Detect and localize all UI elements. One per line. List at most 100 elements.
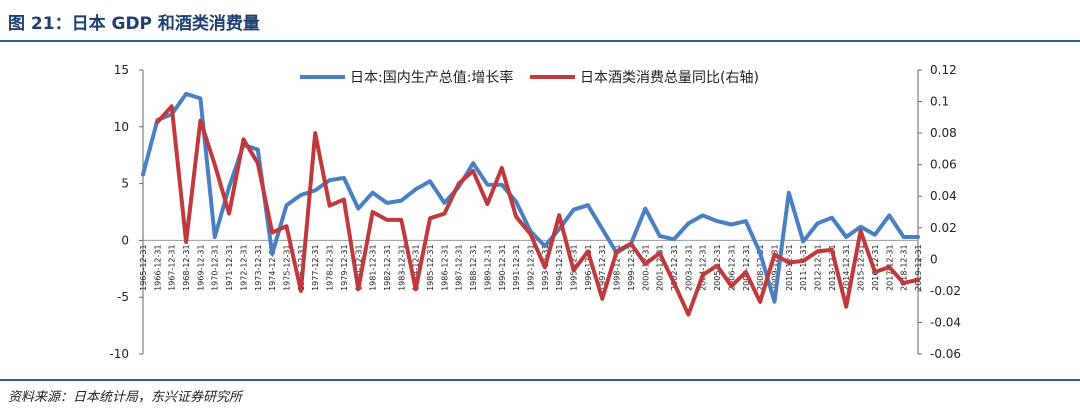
alcohol-point: [730, 285, 732, 287]
gdp-point: [759, 252, 761, 254]
gdp-point: [372, 192, 374, 194]
alcohol-point: [199, 120, 201, 121]
alcohol-point: [415, 288, 417, 290]
alcohol-point: [257, 162, 259, 164]
x-tick-label: 2015-12-31: [857, 244, 866, 291]
gdp-point: [687, 222, 689, 224]
source-note: 资料来源：日本统计局，东兴证券研究所: [8, 390, 243, 405]
x-tick-label: 1999-12-31: [627, 244, 636, 291]
alcohol-point: [271, 232, 273, 233]
x-tick-label: 1983-12-31: [397, 244, 406, 291]
gdp-point: [644, 208, 646, 210]
alcohol-point: [759, 301, 761, 303]
gdp-point: [501, 184, 503, 186]
gdp-point: [300, 194, 302, 196]
x-tick-label: 1986-12-31: [440, 244, 449, 291]
legend-alcohol-label: 日本酒类消费总量同比(右轴): [580, 70, 759, 86]
x-tick-label: 1977-12-31: [311, 244, 320, 291]
gdp-point: [716, 220, 718, 222]
gdp-point: [817, 222, 818, 224]
alcohol-point: [286, 225, 287, 227]
alcohol-point: [716, 265, 718, 267]
gdp-point: [386, 202, 388, 204]
gdp-point: [774, 301, 775, 303]
x-tick-label: 2014-12-31: [842, 244, 851, 291]
gdp-point: [788, 192, 790, 194]
x-tick-label: 1989-12-31: [483, 244, 492, 291]
x-tick-label: 1972-12-31: [239, 244, 248, 290]
right-tick-label: 0.08: [930, 126, 957, 140]
right-tick-label: 0: [930, 252, 938, 266]
gdp-point: [271, 253, 273, 255]
alcohol-point: [329, 205, 331, 207]
alcohol-point: [501, 167, 503, 169]
alcohol-point: [673, 282, 675, 284]
x-tick-label: 2008-12-31: [756, 244, 765, 291]
alcohol-point: [788, 262, 790, 263]
gdp-point: [515, 201, 517, 203]
gdp-point: [257, 149, 259, 150]
alcohol-point: [817, 250, 818, 252]
x-tick-label: 2013-12-31: [828, 244, 837, 291]
gdp-point: [357, 208, 359, 210]
gdp-point: [329, 179, 331, 181]
alcohol-point: [458, 183, 460, 185]
alcohol-point: [185, 241, 187, 243]
gdp-point: [343, 177, 345, 179]
x-tick-label: 1974-12-31: [268, 244, 277, 291]
left-tick-label: 15: [114, 63, 129, 77]
gdp-point: [587, 204, 589, 206]
alcohol-point: [443, 213, 445, 215]
gdp-point: [486, 184, 488, 186]
gdp-point: [429, 180, 431, 182]
gdp-point: [415, 188, 417, 190]
x-tick-label: 1997-12-31: [598, 244, 607, 291]
x-tick-label: 1990-12-31: [498, 244, 507, 291]
alcohol-point: [903, 282, 905, 284]
gdp-point: [142, 174, 144, 175]
alcohol-point: [171, 105, 173, 107]
right-tick-label: 0.1: [930, 95, 949, 109]
alcohol-point: [616, 250, 618, 252]
x-tick-label: 1975-12-31: [283, 244, 292, 291]
gdp-point: [544, 245, 546, 247]
alcohol-point: [659, 252, 661, 254]
x-tick-label: 1987-12-31: [455, 244, 464, 291]
x-tick-label: 1988-12-31: [469, 244, 478, 291]
alcohol-point: [386, 219, 388, 221]
x-tick-label: 1979-12-31: [340, 244, 349, 291]
alcohol-point: [372, 211, 374, 213]
left-tick-label: 10: [114, 120, 129, 134]
left-tick-label: -10: [109, 347, 129, 361]
alcohol-point: [486, 203, 488, 205]
bottom-rule: [0, 379, 1080, 381]
x-tick-label: 1984-12-31: [412, 244, 421, 291]
x-tick-label: 1966-12-31: [153, 244, 162, 291]
gdp-point: [730, 224, 732, 225]
alcohol-point: [774, 254, 775, 256]
x-tick-label: 2001-12-31: [656, 244, 665, 291]
alcohol-point: [558, 214, 560, 216]
x-tick-label: 2000-12-31: [641, 244, 650, 291]
series-line-alcohol: [155, 104, 920, 317]
gdp-point: [917, 236, 919, 238]
alcohol-point: [802, 260, 804, 262]
gdp-point: [888, 214, 890, 216]
right-tick-label: 0.02: [930, 221, 957, 235]
alcohol-point: [860, 230, 862, 232]
gdp-point: [745, 220, 747, 222]
x-tick-label: 2004-12-31: [699, 244, 708, 291]
alcohol-point: [544, 266, 546, 268]
gdp-point: [702, 214, 704, 216]
x-tick-label: 2009-12-31: [770, 244, 779, 291]
alcohol-point: [702, 274, 704, 276]
alcohol-point: [917, 279, 919, 281]
x-tick-label: 2007-12-31: [742, 244, 751, 291]
alcohol-point: [400, 219, 402, 221]
alcohol-point: [243, 138, 244, 140]
gdp-point: [573, 209, 575, 211]
line-chart: 15 10 5 0 -5 -10 0.12 0.1 0.08 0.06 0.04 0.02 0 -0.02…: [109, 63, 961, 361]
gdp-point: [845, 236, 847, 238]
header: 图 21：日本 GDP 和酒类消费量: [0, 0, 1080, 40]
alcohol-point: [530, 233, 531, 235]
